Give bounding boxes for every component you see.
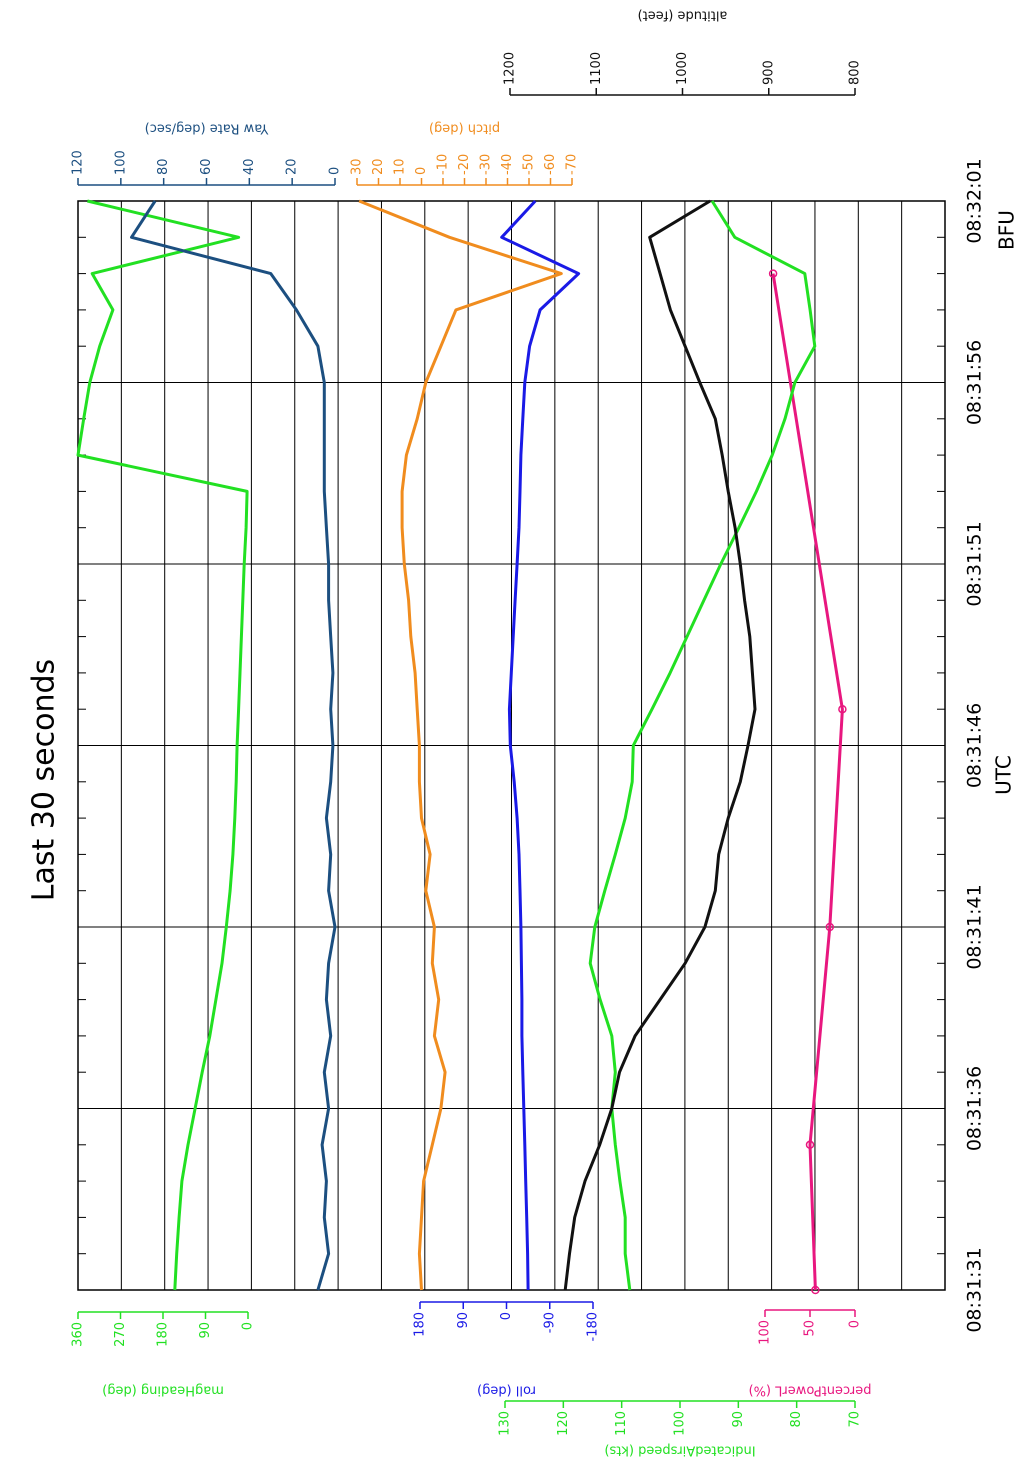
- x-axis-title: UTC: [992, 755, 1016, 795]
- y-axis-title: IndicatedAirspeed (kts): [604, 1443, 755, 1458]
- y-tick-label: 30: [350, 158, 365, 175]
- y-tick-label: 50: [803, 1320, 818, 1337]
- y-tick-label: 90: [456, 1312, 471, 1329]
- chart-title: Last 30 seconds: [27, 659, 62, 901]
- y-tick-label: 80: [789, 1411, 804, 1428]
- y-axis-title: roll (deg): [477, 1383, 536, 1398]
- y-tick-label: 180: [156, 1322, 171, 1347]
- y-tick-label: 1100: [589, 52, 604, 85]
- y-tick-label: 120: [556, 1411, 571, 1436]
- x-tick-label: 08:31:46: [964, 703, 986, 788]
- series-marker: [768, 269, 778, 278]
- series-marker: [825, 922, 835, 932]
- y-tick-label: 1200: [503, 52, 518, 85]
- y-tick-label: -50: [522, 154, 537, 175]
- y-tick-label: 0: [848, 1320, 863, 1328]
- y-tick-label: 110: [614, 1411, 629, 1436]
- y-tick-label: 80: [156, 158, 171, 175]
- y-tick-label: -20: [457, 154, 472, 175]
- y-axis-title: magHeading (deg): [102, 1383, 224, 1398]
- x-tick-label: 08:31:31: [964, 1247, 986, 1332]
- series-line: [563, 199, 757, 1291]
- y-tick-label: 1000: [675, 52, 690, 85]
- series-line: [358, 199, 563, 1291]
- chart-frame: Last 30 seconds UTC BFU 08:31:31 08:31:36…: [27, 8, 1019, 1458]
- annotation: BFU: [995, 210, 1019, 250]
- series-line: [500, 199, 581, 1291]
- y-tick-label: -90: [542, 1312, 557, 1333]
- y-tick-label: 10: [393, 158, 408, 175]
- y-tick-label: 130: [498, 1411, 513, 1436]
- y-axis-title: percentPowerL (%): [749, 1383, 872, 1398]
- y-axis-title: altitude (feet): [638, 8, 728, 23]
- x-tick-label: 08:31:51: [964, 521, 986, 606]
- y-tick-label: -40: [500, 154, 515, 175]
- y-tick-label: 100: [113, 150, 128, 175]
- y-tick-label: 0: [414, 167, 429, 175]
- y-tick-label: 0: [499, 1312, 514, 1320]
- y-tick-label: -70: [565, 154, 580, 175]
- y-tick-label: 20: [285, 158, 300, 175]
- y-axis-title: Yaw Rate (deg/sec): [145, 121, 270, 136]
- y-tick-label: 90: [198, 1322, 213, 1339]
- series-marker: [805, 1140, 815, 1150]
- series-line: [130, 200, 337, 1291]
- x-tick-label: 08:31:56: [964, 340, 986, 425]
- y-tick-label: 100: [673, 1411, 688, 1436]
- y-tick-label: 180: [413, 1312, 428, 1337]
- series-line: [76, 199, 249, 1291]
- y-tick-label: -60: [543, 154, 558, 175]
- y-tick-label: -30: [479, 154, 494, 175]
- x-tick-label: 08:31:41: [964, 884, 986, 969]
- y-tick-label: -10: [436, 154, 451, 175]
- y-tick-label: -180: [586, 1312, 601, 1342]
- y-tick-label: 70: [848, 1411, 863, 1428]
- y-tick-label: 120: [71, 150, 86, 175]
- y-tick-label: 270: [113, 1322, 128, 1347]
- y-tick-label: 0: [328, 167, 343, 175]
- series-line: [771, 273, 844, 1291]
- y-axis-title: pitch (deg): [429, 121, 500, 136]
- y-tick-label: 360: [71, 1322, 86, 1347]
- y-tick-label: 40: [242, 158, 257, 175]
- y-tick-label: 20: [371, 158, 386, 175]
- series-marker: [811, 1285, 820, 1295]
- y-tick-label: 800: [848, 60, 863, 85]
- y-tick-label: 100: [758, 1320, 773, 1345]
- y-tick-label: 0: [241, 1322, 256, 1330]
- y-tick-label: 900: [761, 60, 776, 85]
- y-tick-label: 90: [731, 1411, 746, 1428]
- x-tick-label: 08:32:01: [964, 158, 986, 243]
- series-marker: [838, 704, 847, 714]
- y-tick-label: 60: [199, 158, 214, 175]
- x-tick-label: 08:31:36: [964, 1066, 986, 1151]
